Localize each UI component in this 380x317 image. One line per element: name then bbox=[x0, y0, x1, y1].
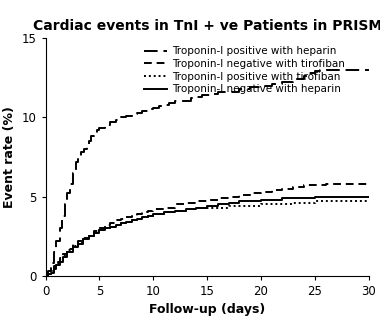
Y-axis label: Event rate (%): Event rate (%) bbox=[3, 106, 16, 208]
X-axis label: Follow-up (days): Follow-up (days) bbox=[149, 303, 265, 316]
Legend: Troponin-I positive with heparin, Troponin-I negative with tirofiban, Troponin-I: Troponin-I positive with heparin, Tropon… bbox=[141, 43, 348, 97]
Title: Cardiac events in TnI + ve Patients in PRISM: Cardiac events in TnI + ve Patients in P… bbox=[33, 19, 380, 33]
